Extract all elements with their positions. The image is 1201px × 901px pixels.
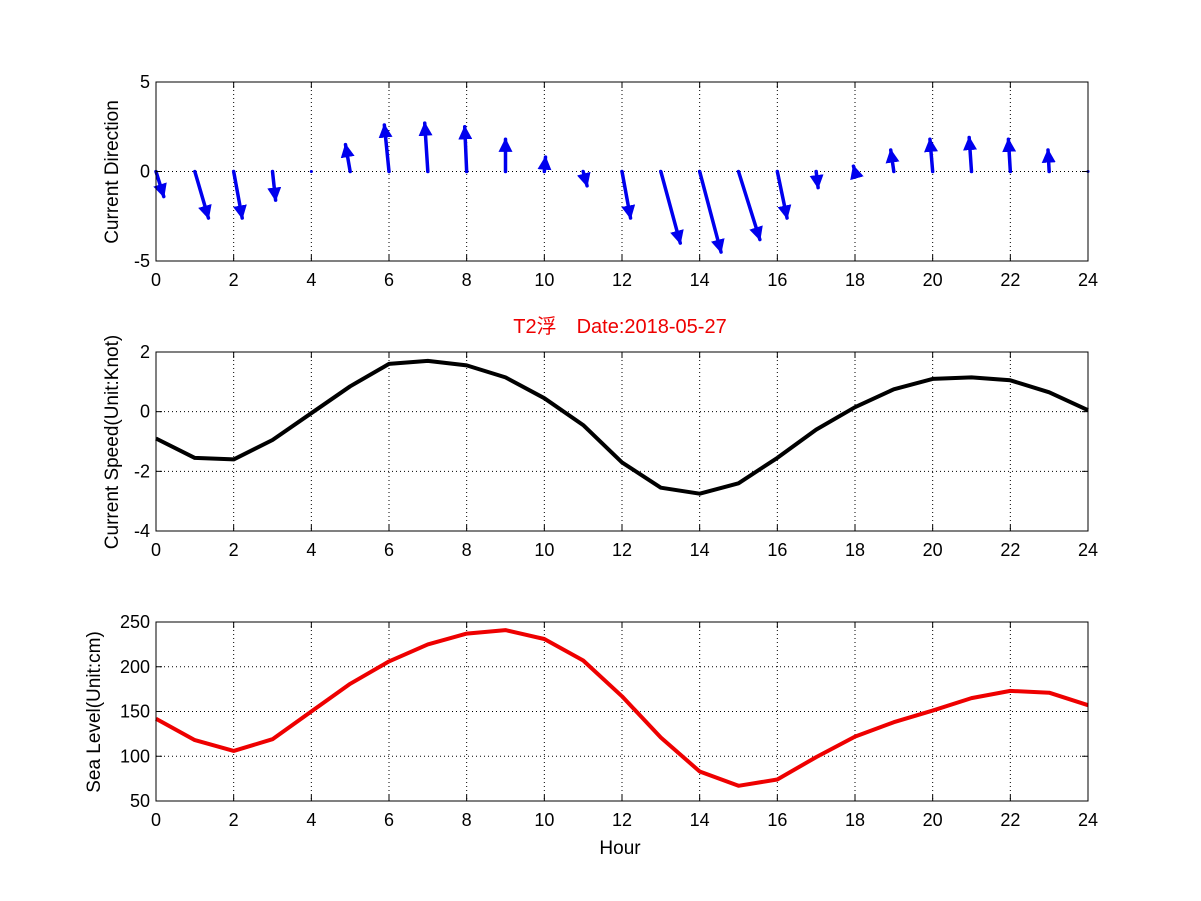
direction-arrow [340, 142, 355, 174]
line-sea-level [155, 628, 1089, 788]
x-tick-label: 14 [690, 540, 710, 560]
x-tick-label: 0 [151, 270, 161, 290]
direction-arrow [697, 169, 725, 254]
x-ticks-speed: 0 2 4 6 8 10 12 14 16 18 20 22 24 [151, 352, 1098, 560]
grid-speed [156, 352, 1088, 531]
x-tick-label: 20 [923, 810, 943, 830]
direction-arrow [418, 121, 433, 174]
x-tick-label: 8 [462, 270, 472, 290]
direction-arrow [1002, 137, 1017, 174]
chart-title: T2浮 Date:2018-05-27 [513, 315, 726, 338]
x-tick-label: 12 [612, 270, 632, 290]
y-tick-label: 0 [140, 162, 150, 182]
direction-arrow [924, 137, 938, 174]
x-tick-label: 16 [767, 270, 787, 290]
x-tick-label: 16 [767, 540, 787, 560]
y-tick-label: -2 [134, 461, 150, 481]
y-tick-label: 250 [120, 612, 150, 632]
x-tick-label: 12 [612, 810, 632, 830]
y-tick-label: -5 [134, 251, 150, 271]
x-tick-label: 20 [923, 270, 943, 290]
panel-current-direction: 0 2 4 6 8 10 12 14 16 18 20 22 24 -505 Current Direc… [102, 72, 1098, 290]
direction-arrow [309, 170, 313, 173]
x-tick-label: 18 [845, 270, 865, 290]
direction-arrow [537, 155, 552, 174]
y-ticks-direction: -5 0 5 [134, 72, 1088, 271]
x-tick-label: 8 [462, 540, 472, 560]
y-tick-label: -4 [134, 521, 150, 541]
x-ticks-sea-level: 0 2 4 6 8 10 12 14 16 18 20 22 24 [151, 622, 1098, 830]
x-tick-label: 22 [1000, 270, 1020, 290]
direction-arrow [231, 169, 247, 220]
panel-current-speed: T2浮 Date:2018-05-27 0 2 4 6 8 10 12 14 16 18 20 22 2… [102, 315, 1098, 560]
x-tick-label: 24 [1078, 810, 1098, 830]
x-tick-label: 22 [1000, 810, 1020, 830]
direction-arrow [378, 123, 393, 174]
direction-arrow [1041, 148, 1056, 174]
direction-arrow [153, 169, 167, 199]
x-tick-label: 10 [534, 270, 554, 290]
y-tick-label: 0 [140, 402, 150, 422]
x-axis-label-sea-level: Hour [599, 838, 641, 859]
x-tick-label: 2 [229, 540, 239, 560]
direction-arrow [736, 169, 763, 242]
x-tick-label: 18 [845, 810, 865, 830]
x-tick-label: 18 [845, 540, 865, 560]
y-axis-label-sea-level: Sea Level(Unit:cm) [84, 631, 105, 793]
y-tick-label: 200 [120, 657, 150, 677]
direction-arrow [267, 169, 282, 202]
y-axis-label-speed: Current Speed(Unit:Knot) [102, 335, 123, 549]
x-tick-label: 20 [923, 540, 943, 560]
direction-arrow [620, 169, 636, 220]
y-tick-label: 150 [120, 702, 150, 722]
x-tick-label: 2 [229, 270, 239, 290]
y-tick-label: 2 [140, 342, 150, 362]
y-axis-label-direction: Current Direction [102, 100, 123, 244]
x-tick-label: 22 [1000, 540, 1020, 560]
x-tick-label: 6 [384, 810, 394, 830]
x-tick-label: 24 [1078, 270, 1098, 290]
plot-area-speed [156, 352, 1088, 531]
x-tick-label: 4 [306, 270, 316, 290]
direction-arrow [963, 135, 978, 174]
y-tick-label: 50 [130, 791, 150, 811]
x-tick-label: 4 [306, 540, 316, 560]
x-tick-label: 0 [151, 540, 161, 560]
x-tick-label: 6 [384, 270, 394, 290]
x-tick-label: 8 [462, 810, 472, 830]
x-tick-label: 10 [534, 810, 554, 830]
series-line [155, 358, 1089, 496]
x-ticks-direction: 0 2 4 6 8 10 12 14 16 18 20 22 24 [151, 82, 1098, 290]
direction-arrow [885, 148, 900, 174]
arrows-direction [153, 121, 1090, 254]
direction-arrow [576, 169, 591, 188]
x-tick-label: 16 [767, 810, 787, 830]
series-line [155, 628, 1089, 788]
x-tick-label: 14 [690, 270, 710, 290]
x-tick-label: 12 [612, 540, 632, 560]
direction-arrow [850, 164, 864, 181]
direction-arrow [809, 169, 824, 190]
y-ticks-speed: -4 -2 0 2 [134, 342, 1088, 541]
x-tick-label: 10 [534, 540, 554, 560]
direction-arrow [775, 169, 792, 220]
x-tick-label: 14 [690, 810, 710, 830]
x-tick-label: 2 [229, 810, 239, 830]
line-speed [155, 358, 1089, 496]
direction-arrow [659, 169, 684, 245]
x-tick-label: 24 [1078, 540, 1098, 560]
y-tick-label: 5 [140, 72, 150, 92]
x-tick-label: 0 [151, 810, 161, 830]
x-tick-label: 6 [384, 540, 394, 560]
y-tick-label: 100 [120, 746, 150, 766]
y-ticks-sea-level: 50 100 150 200 250 [120, 612, 1088, 811]
x-tick-label: 4 [306, 810, 316, 830]
direction-arrow [193, 169, 212, 220]
direction-arrow [458, 125, 473, 174]
